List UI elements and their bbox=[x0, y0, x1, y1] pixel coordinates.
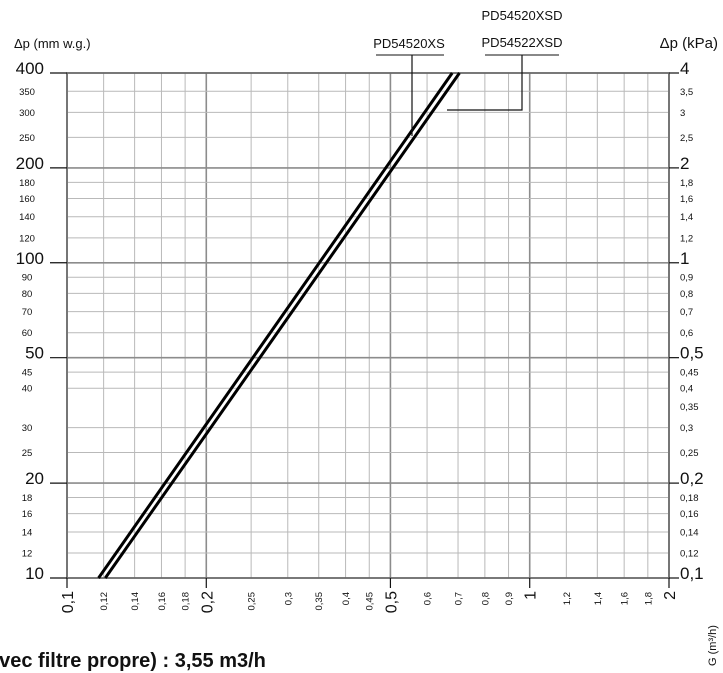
y-right-minor-tick-label: 2,5 bbox=[680, 133, 693, 144]
y-right-minor-tick-label: 0,16 bbox=[680, 509, 699, 520]
x-major-tick-label: 2 bbox=[662, 591, 679, 600]
y-left-major-tick-label: 200 bbox=[16, 154, 44, 173]
y-left-minor-tick-label: 60 bbox=[22, 328, 33, 339]
y-right-minor-tick-label: 0,3 bbox=[680, 423, 693, 434]
y-left-minor-tick-label: 30 bbox=[22, 423, 33, 434]
y-right-major-tick-label: 0,5 bbox=[680, 344, 704, 363]
x-minor-tick-label: 0,18 bbox=[181, 592, 192, 611]
x-minor-tick-label: 0,16 bbox=[157, 592, 168, 611]
y-right-minor-tick-label: 0,45 bbox=[680, 368, 699, 379]
y-left-minor-tick-label: 80 bbox=[22, 289, 33, 300]
y-left-minor-tick-label: 14 bbox=[22, 527, 33, 538]
x-major-tick-label: 1 bbox=[523, 591, 540, 600]
y-left-minor-tick-label: 140 bbox=[19, 212, 35, 223]
y-left-minor-tick-label: 300 bbox=[19, 108, 35, 119]
y-left-major-tick-label: 10 bbox=[25, 564, 44, 583]
series-line-1 bbox=[97, 72, 454, 579]
y-right-major-tick-label: 2 bbox=[680, 154, 689, 173]
x-minor-tick-label: 0,7 bbox=[454, 592, 465, 605]
y-right-minor-tick-label: 0,25 bbox=[680, 448, 699, 459]
x-minor-tick-label: 0,25 bbox=[247, 592, 258, 611]
y-right-minor-tick-label: 0,9 bbox=[680, 273, 693, 284]
series-annotations: PD54520XS PD54520XSD PD54522XSD bbox=[373, 8, 562, 136]
y-right-minor-tick-label: 1,4 bbox=[680, 212, 693, 223]
y-right-major-tick-label: 0,2 bbox=[680, 469, 704, 488]
y-left-minor-tick-label: 180 bbox=[19, 178, 35, 189]
y-right-minor-tick-label: 1,2 bbox=[680, 233, 693, 244]
y-right-minor-tick-label: 0,12 bbox=[680, 549, 699, 560]
x-minor-tick-label: 0,35 bbox=[314, 592, 325, 611]
series-lines bbox=[97, 72, 461, 579]
y-left-minor-tick-label: 45 bbox=[22, 368, 33, 379]
y-left-minor-tick-label: 16 bbox=[22, 509, 33, 520]
x-minor-tick-label: 0,9 bbox=[504, 592, 515, 605]
y-left-major-tick-label: 400 bbox=[16, 59, 44, 78]
axis-ticks: 1020501002004001214161825304045607080901… bbox=[16, 59, 704, 613]
y-right-minor-tick-label: 1,8 bbox=[680, 178, 693, 189]
y-left-major-tick-label: 100 bbox=[16, 249, 44, 268]
footer-note: avec filtre propre) : 3,55 m3/h bbox=[0, 650, 266, 672]
y-left-major-tick-label: 20 bbox=[25, 469, 44, 488]
y-right-minor-tick-label: 0,35 bbox=[680, 402, 699, 413]
y-left-minor-tick-label: 120 bbox=[19, 233, 35, 244]
y-right-minor-tick-label: 1,6 bbox=[680, 194, 693, 205]
x-minor-tick-label: 1,4 bbox=[593, 592, 604, 605]
annotation-label-1: PD54520XS bbox=[373, 36, 445, 51]
y-left-minor-tick-label: 18 bbox=[22, 493, 33, 504]
y-left-minor-tick-label: 12 bbox=[22, 549, 33, 560]
x-minor-tick-label: 1,6 bbox=[620, 592, 631, 605]
annotation-2-leader bbox=[447, 55, 523, 111]
y-right-minor-tick-label: 3 bbox=[680, 108, 685, 119]
y-right-minor-tick-label: 0,6 bbox=[680, 328, 693, 339]
axis-labels: Δp (mm w.g.) Δp (kPa) G (m³/h) bbox=[14, 35, 719, 666]
x-minor-tick-label: 0,6 bbox=[423, 592, 434, 605]
x-minor-tick-label: 0,12 bbox=[99, 592, 110, 611]
x-major-tick-label: 0,1 bbox=[60, 591, 77, 613]
y-left-minor-tick-label: 90 bbox=[22, 273, 33, 284]
y-right-minor-tick-label: 0,8 bbox=[680, 289, 693, 300]
x-minor-tick-label: 0,45 bbox=[365, 592, 376, 611]
y-left-minor-tick-label: 70 bbox=[22, 307, 33, 318]
y-right-minor-tick-label: 0,14 bbox=[680, 527, 699, 538]
x-major-tick-label: 0,2 bbox=[199, 591, 216, 613]
x-minor-tick-label: 0,4 bbox=[341, 592, 352, 605]
y-left-minor-tick-label: 160 bbox=[19, 194, 35, 205]
y-right-axis-label: Δp (kPa) bbox=[660, 35, 718, 52]
x-minor-tick-label: 0,8 bbox=[480, 592, 491, 605]
y-right-minor-tick-label: 3,5 bbox=[680, 87, 693, 98]
x-minor-tick-label: 1,8 bbox=[643, 592, 654, 605]
y-right-minor-tick-label: 0,18 bbox=[680, 493, 699, 504]
x-minor-tick-label: 0,14 bbox=[130, 592, 141, 611]
y-left-minor-tick-label: 40 bbox=[22, 384, 33, 395]
plot-frame bbox=[66, 72, 670, 579]
y-left-minor-tick-label: 350 bbox=[19, 87, 35, 98]
series-line-2 bbox=[104, 72, 461, 579]
grid bbox=[66, 72, 670, 579]
y-right-major-tick-label: 0,1 bbox=[680, 564, 704, 583]
y-right-minor-tick-label: 0,4 bbox=[680, 384, 693, 395]
x-minor-tick-label: 1,2 bbox=[562, 592, 573, 605]
y-left-axis-label: Δp (mm w.g.) bbox=[14, 36, 91, 51]
x-axis-label: G (m³/h) bbox=[707, 625, 719, 666]
annotation-label-2-line-1: PD54520XSD bbox=[482, 8, 563, 23]
y-right-major-tick-label: 1 bbox=[680, 249, 689, 268]
y-right-minor-tick-label: 0,7 bbox=[680, 307, 693, 318]
x-minor-tick-label: 0,3 bbox=[283, 592, 294, 605]
y-left-major-tick-label: 50 bbox=[25, 344, 44, 363]
y-left-minor-tick-label: 25 bbox=[22, 448, 33, 459]
y-right-major-tick-label: 4 bbox=[680, 59, 689, 78]
x-major-tick-label: 0,5 bbox=[383, 591, 400, 613]
y-left-minor-tick-label: 250 bbox=[19, 133, 35, 144]
annotation-label-2-line-2: PD54522XSD bbox=[482, 35, 563, 50]
